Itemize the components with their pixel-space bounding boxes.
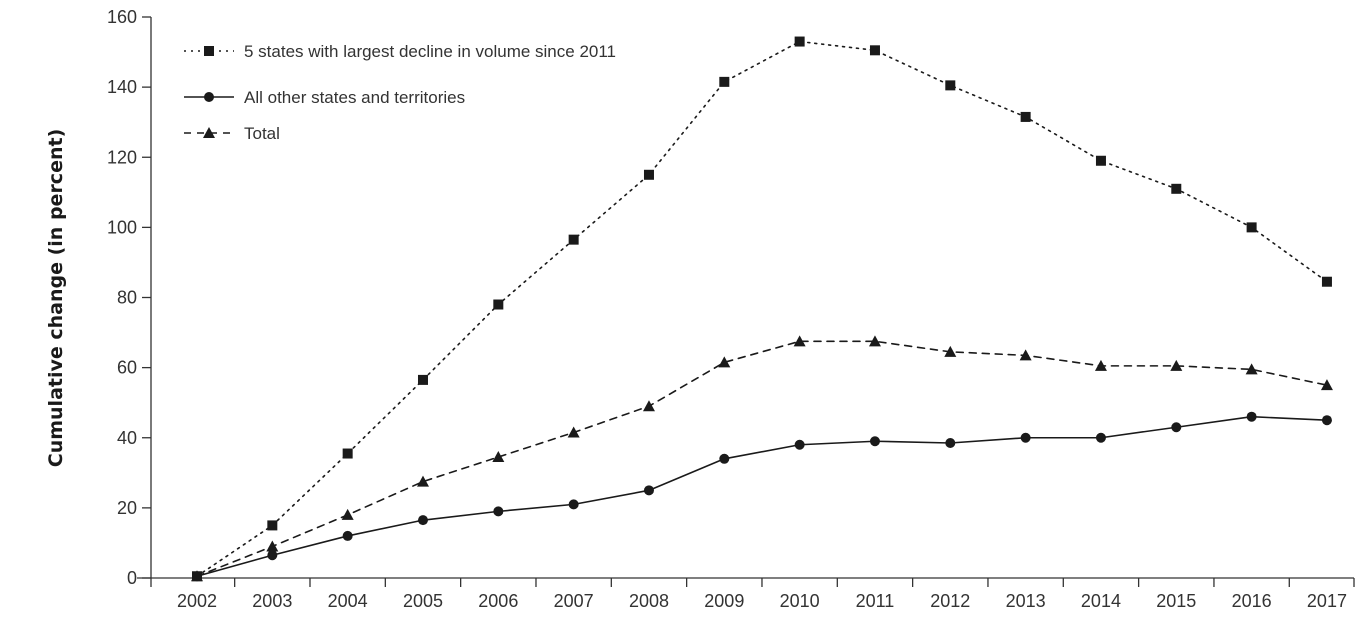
data-point-square <box>719 76 730 87</box>
data-point-square <box>417 374 428 385</box>
x-tick-label: 2006 <box>478 591 518 611</box>
y-tick-label: 0 <box>127 568 137 588</box>
data-point-circle <box>417 515 428 526</box>
data-point-square <box>568 234 579 245</box>
data-point-triangle <box>718 356 731 368</box>
x-tick-label: 2008 <box>629 591 669 611</box>
x-tick-label: 2010 <box>780 591 820 611</box>
y-tick-label: 160 <box>107 7 137 27</box>
x-tick-label: 2014 <box>1081 591 1121 611</box>
data-point-triangle <box>492 451 505 463</box>
legend-label: Total <box>244 124 280 143</box>
data-point-triangle <box>642 400 655 412</box>
data-point-square <box>1246 222 1257 233</box>
data-point-triangle <box>416 475 429 487</box>
legend-label: All other states and territories <box>244 88 465 107</box>
series-triangle <box>191 335 1333 582</box>
y-tick-label: 60 <box>117 358 137 378</box>
data-point-circle <box>493 506 504 517</box>
data-point-circle <box>794 439 805 450</box>
data-point-square <box>945 80 956 91</box>
legend-marker-triangle <box>203 127 215 138</box>
data-point-circle <box>1321 415 1332 426</box>
data-point-square <box>1095 155 1106 166</box>
series-line <box>196 340 1328 578</box>
legend-marker-square <box>204 46 214 56</box>
data-point-triangle <box>191 570 203 582</box>
x-tick-label: 2016 <box>1232 591 1272 611</box>
data-point-square <box>643 169 654 180</box>
data-point-circle <box>267 550 278 561</box>
data-point-triangle <box>1094 359 1107 371</box>
data-point-square <box>1321 276 1332 287</box>
legend: 5 states with largest decline in volume … <box>184 42 616 143</box>
data-point-square <box>1020 111 1031 122</box>
x-tick-label: 2003 <box>252 591 292 611</box>
x-tick-label: 2009 <box>704 591 744 611</box>
data-point-circle <box>869 436 880 447</box>
data-point-triangle <box>793 335 806 347</box>
data-point-square <box>493 299 504 310</box>
data-point-circle <box>1171 422 1182 433</box>
series-line <box>196 415 1328 578</box>
data-point-square <box>1171 183 1182 194</box>
data-point-triangle <box>944 345 957 357</box>
y-tick-label: 120 <box>107 147 137 167</box>
y-tick-label: 20 <box>117 498 137 518</box>
data-point-circle <box>1246 411 1257 422</box>
x-tick-label: 2007 <box>554 591 594 611</box>
y-tick-label: 80 <box>117 288 137 308</box>
data-point-triangle <box>1245 363 1258 375</box>
data-point-triangle <box>1320 379 1333 391</box>
x-tick-label: 2004 <box>328 591 368 611</box>
data-point-circle <box>1020 432 1031 443</box>
x-tick-label: 2012 <box>930 591 970 611</box>
y-axis-label: Cumulative change (in percent) <box>45 129 67 467</box>
data-point-circle <box>945 438 956 449</box>
data-point-square <box>869 45 880 56</box>
legend-item: Total <box>184 124 280 143</box>
data-point-circle <box>643 485 654 496</box>
legend-item: 5 states with largest decline in volume … <box>184 42 616 61</box>
x-tick-label: 2015 <box>1156 591 1196 611</box>
data-point-square <box>342 448 353 459</box>
data-point-circle <box>342 530 353 541</box>
data-point-triangle <box>266 540 279 552</box>
x-tick-label: 2013 <box>1006 591 1046 611</box>
y-tick-label: 40 <box>117 428 137 448</box>
data-point-triangle <box>341 508 354 520</box>
series-circle <box>192 411 1332 582</box>
data-point-triangle <box>1019 349 1032 361</box>
data-point-triangle <box>868 335 881 347</box>
data-point-circle <box>568 499 579 510</box>
series-square <box>192 36 1332 582</box>
axes: 0 20 40 60 80 100 120 140 160 2002 2003 2004 2005 200… <box>107 7 1355 611</box>
series-line <box>196 40 1328 578</box>
legend-label: 5 states with largest decline in volume … <box>244 42 616 61</box>
plot-area <box>191 36 1333 582</box>
data-point-square <box>794 36 805 47</box>
x-tick-label: 2017 <box>1307 591 1347 611</box>
data-point-square <box>267 520 278 531</box>
data-point-triangle <box>567 426 580 438</box>
y-tick-label: 100 <box>107 217 137 237</box>
data-point-triangle <box>1170 359 1183 371</box>
legend-item: All other states and territories <box>184 88 465 107</box>
x-tick-label: 2005 <box>403 591 443 611</box>
x-tick-label: 2002 <box>177 591 217 611</box>
legend-marker-circle <box>204 92 214 102</box>
x-tick-label: 2011 <box>856 591 895 611</box>
y-tick-label: 140 <box>107 77 137 97</box>
data-point-circle <box>1095 432 1106 443</box>
data-point-circle <box>719 453 730 464</box>
